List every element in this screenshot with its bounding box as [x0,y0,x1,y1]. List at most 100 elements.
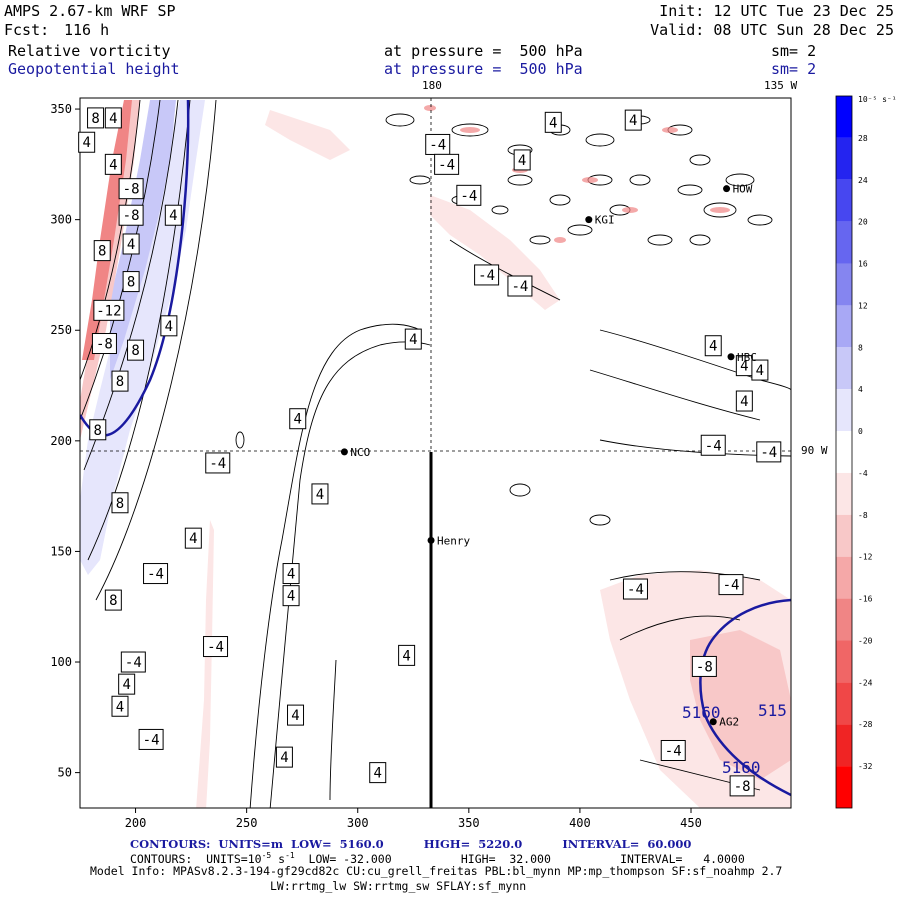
contour-value-label: 4 [184,527,202,549]
colorbar-tick-label: 12 [858,301,868,310]
valid-time: Valid: 08 UTC Sun 28 Dec 25 [650,21,894,39]
svg-text:8: 8 [127,275,135,291]
forecast-label: Fcst: [4,21,50,39]
colorbar-tick-label: -28 [858,720,873,729]
colorbar-segment [836,96,852,138]
height-label-5160-b: 5160 [722,758,761,777]
x-tick-label: 300 [347,816,369,830]
contour-value-label: 4 [282,585,300,607]
svg-text:-4: -4 [429,137,446,153]
svg-text:-8: -8 [734,779,751,795]
contour-value-label: 4 [275,746,293,768]
svg-text:4: 4 [709,339,717,355]
colorbar-segment [836,766,852,808]
forecast-hours: 116 h [64,21,110,39]
svg-text:4: 4 [122,677,130,693]
contour-value-label: -8 [118,204,144,226]
colorbar-tick-label: 8 [858,343,863,352]
colorbar-tick-label: 28 [858,134,868,143]
neg-vort-streak-upper [430,195,560,310]
colorbar-tick-label: -32 [858,762,873,771]
colorbar-tick-label: 20 [858,218,868,227]
colorbar-tick-label: 4 [858,385,863,394]
height-label-5160-a: 5160 [682,703,721,722]
contour-value-label: 4 [544,111,562,133]
field1-level: at pressure = 500 hPa [384,42,583,60]
svg-text:4: 4 [402,648,410,664]
svg-text:8: 8 [94,423,102,439]
contour-value-label: -4 [700,434,726,456]
svg-text:-8: -8 [96,337,113,353]
contour-value-label: 4 [111,695,129,717]
colorbar-segment [836,179,852,222]
contour-value-label: 4 [398,644,416,666]
svg-text:4: 4 [740,394,748,410]
svg-text:4: 4 [549,115,557,131]
colorbar-segment [836,305,852,348]
y-tick-label: 150 [50,544,72,558]
svg-text:-12: -12 [96,303,121,319]
contour-value-label: 4 [311,483,329,505]
colorbar-segment [836,137,852,180]
station-marker: KGI [585,214,615,227]
contour-value-label: 8 [111,492,129,514]
svg-text:-4: -4 [478,268,495,284]
x-tick-label: 350 [458,816,480,830]
field2-smooth: sm= 2 [771,60,817,78]
svg-text:-4: -4 [209,456,226,472]
colorbar-segment [836,389,852,432]
contour-value-label: -4 [456,184,482,206]
colorbar-frame [835,95,853,809]
svg-text:-4: -4 [512,279,529,295]
svg-text:-4: -4 [207,640,224,656]
model-title: AMPS 2.67-km WRF SP [4,2,176,20]
colorbar-tick-label: -4 [858,469,868,478]
svg-text:8: 8 [91,111,99,127]
colorbar-tick-label: -16 [858,595,873,604]
svg-text:8: 8 [116,374,124,390]
svg-text:4: 4 [82,135,90,151]
contour-value-label: 8 [127,339,145,361]
y-tick-label: 200 [50,434,72,448]
contour-value-label: 4 [735,390,753,412]
colorbar-segment [836,221,852,264]
svg-text:4: 4 [169,208,177,224]
colorbar-tick-label: -24 [858,678,873,687]
x-tick-label: 200 [125,816,147,830]
svg-text:8: 8 [98,244,106,260]
colorbar-tick-label: 0 [858,427,863,436]
contour-value-label: -4 [205,452,231,474]
contour-value-label: 4 [289,408,307,430]
svg-text:8: 8 [131,343,139,359]
contour-value-label: -4 [203,636,229,658]
svg-text:-4: -4 [125,655,142,671]
svg-text:-4: -4 [143,732,160,748]
contour-value-label: -8 [91,333,117,355]
svg-text:-4: -4 [723,578,740,594]
field1-smooth: sm= 2 [771,42,817,60]
colorbar-segment [836,472,852,515]
colorbar-segment [836,263,852,306]
footer-contours-height: CONTOURS: UNITS=m LOW= 5160.0 HIGH= 5220… [130,837,692,851]
x-tick-label: 250 [236,816,258,830]
footer-contours-vort: CONTOURS: UNITS=10-5 s-1 LOW= -32.000 HI… [130,851,745,866]
height-contour-sw [699,598,791,797]
svg-text:4: 4 [116,699,124,715]
neg-vort-streak-top [265,110,350,160]
init-time: Init: 12 UTC Tue 23 Dec 25 [659,2,894,20]
station-marker: Henry [427,534,471,547]
field1-name: Relative vorticity [8,42,171,60]
contour-value-label: -4 [120,651,146,673]
svg-text:8: 8 [109,593,117,609]
svg-text:4: 4 [629,113,637,129]
contour-value-label: 8 [104,589,122,611]
contour-value-label: 4 [287,704,305,726]
lon-180-label: 180 [422,79,442,92]
height-label-515: 515 [758,701,787,720]
contour-value-label: 4 [751,359,769,381]
contour-value-label: 4 [282,563,300,585]
colorbar-tick-label: 16 [858,260,868,269]
contour-value-label: -4 [660,739,686,761]
y-tick-label: 300 [50,213,72,227]
